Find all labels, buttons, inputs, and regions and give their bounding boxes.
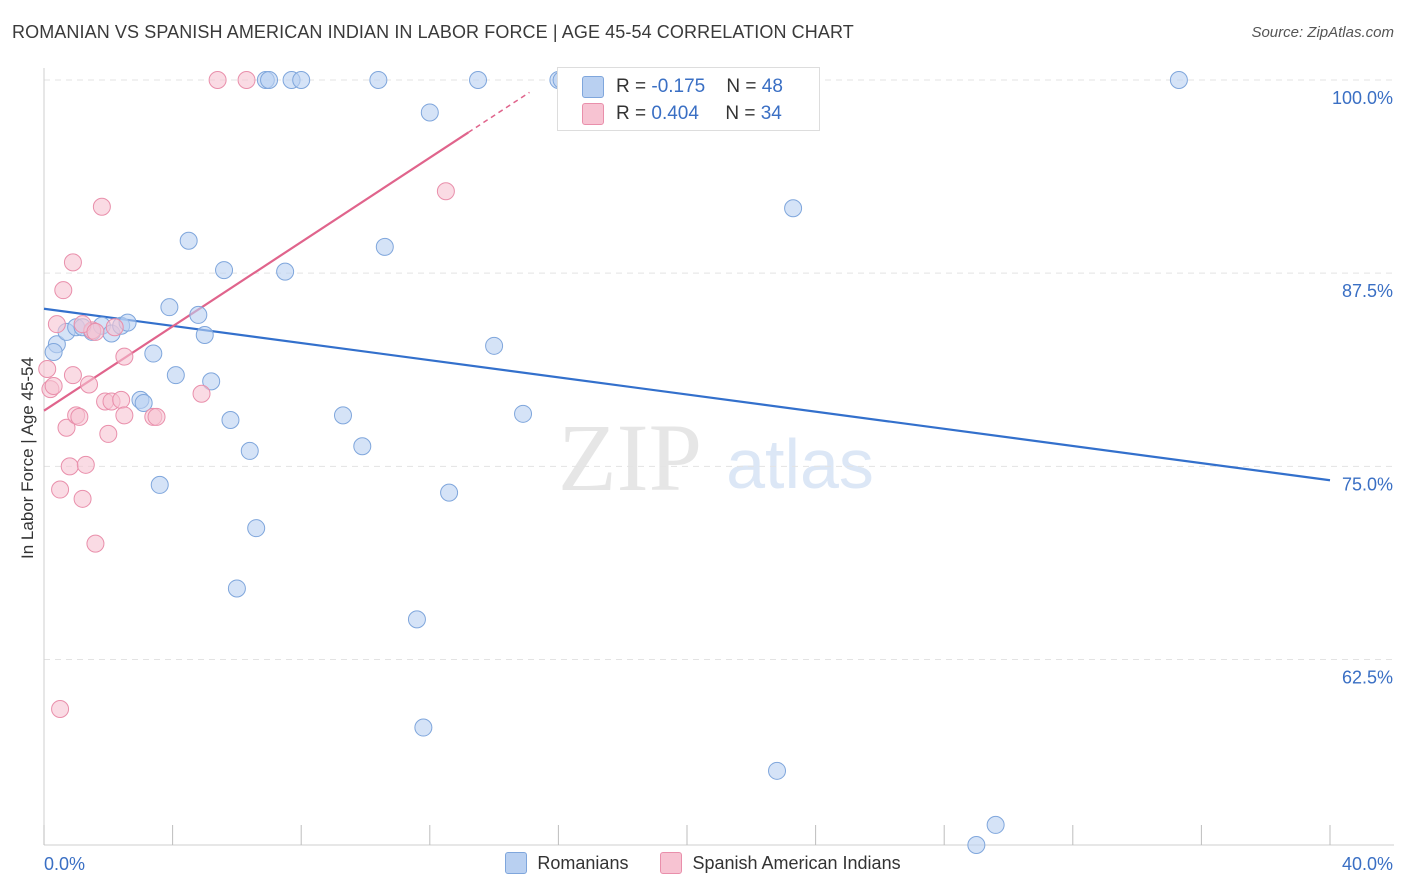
romanians-point [514, 404, 533, 423]
romanians-point [195, 326, 214, 344]
spanish-american-indians-point [47, 315, 66, 334]
romanians-point [44, 343, 63, 361]
romanians-point [1169, 71, 1188, 89]
spanish-american-indians-point [115, 347, 134, 366]
tick-labels: 100.0% 87.5% 75.0% 62.5% 0.0% 40.0% [44, 88, 1393, 874]
romanians-point [353, 437, 372, 456]
romanians-point [369, 71, 388, 89]
spanish-american-indians-point [237, 71, 256, 89]
spanish-american-indians-trend-extension [467, 91, 530, 134]
stats-text: R = 0.404 N = 34 [616, 103, 782, 124]
spanish-american-indians-point [76, 455, 95, 474]
watermark: ZIP atlas [558, 404, 874, 511]
spanish-american-indians-point [86, 322, 105, 341]
romanians-point [179, 231, 198, 250]
spanish-american-indians-point [208, 71, 227, 89]
spanish-american-indians-point [70, 407, 89, 426]
spanish-american-indians-point [63, 366, 82, 385]
y-tick-label: 87.5% [1342, 281, 1393, 301]
spanish-american-indians-trend-line [43, 131, 469, 412]
romanians-point [247, 519, 266, 538]
trend-lines [43, 91, 1331, 482]
romanians-point [440, 483, 459, 502]
axes [43, 68, 1394, 846]
romanians-point [469, 71, 488, 89]
x-tick-label: 40.0% [1342, 854, 1393, 874]
spanish-american-indians-point [51, 480, 70, 499]
romanians-swatch [582, 76, 604, 98]
stats-row-romanians: R = -0.175 N = 48 [582, 76, 783, 98]
romanians-point [485, 336, 504, 355]
spanish-american-indians-legend-swatch [660, 852, 683, 874]
romanians-point [221, 411, 240, 429]
x-tick-label: 0.0% [44, 854, 85, 874]
romanians-point [160, 298, 179, 317]
watermark-zip: ZIP [558, 404, 702, 511]
romanians-point [333, 406, 352, 425]
stats-text: R = -0.175 N = 48 [616, 76, 783, 97]
stats-row-spanish-american-indians: R = 0.404 N = 34 [582, 103, 782, 125]
legend: Romanians Spanish American Indians [0, 852, 1406, 874]
grid-lines [44, 79, 1394, 661]
spanish-american-indians-point [86, 534, 105, 553]
romanians-point [202, 372, 221, 391]
spanish-american-indians-point [92, 197, 111, 216]
romanians-point [407, 610, 426, 629]
romanians-point [967, 836, 986, 854]
legend-item-romanians[interactable]: Romanians [505, 852, 628, 874]
spanish-american-indians-point [44, 377, 63, 395]
romanians-point [215, 261, 234, 280]
spanish-american-indians-point [115, 406, 134, 425]
spanish-american-indians-point [99, 424, 118, 443]
romanians-point [276, 262, 295, 281]
romanians-point [414, 718, 433, 737]
legend-item-spanish-american-indians[interactable]: Spanish American Indians [660, 852, 901, 874]
romanians-point [227, 579, 246, 598]
romanians-trend-line [43, 307, 1331, 482]
romanians-point [240, 441, 259, 460]
spanish-american-indians-point [147, 407, 166, 426]
spanish-american-indians-point [112, 390, 131, 409]
stats-legend: R = -0.175 N = 48 R = 0.404 N = 34 [557, 67, 820, 131]
romanians-point [420, 103, 439, 122]
y-axis-label: In Labor Force | Age 45-54 [18, 357, 37, 559]
romanians-point [986, 815, 1005, 834]
romanians-point [768, 761, 787, 780]
data-points [38, 71, 1188, 854]
chart-title: ROMANIAN VS SPANISH AMERICAN INDIAN IN L… [12, 22, 854, 42]
spanish-american-indians-point [38, 360, 57, 378]
romanians-point [144, 344, 163, 363]
legend-label-spanish-american-indians: Spanish American Indians [692, 852, 901, 873]
spanish-american-indians-swatch [582, 103, 604, 125]
spanish-american-indians-point [192, 384, 211, 403]
romanians-point [150, 475, 169, 494]
spanish-american-indians-point [80, 375, 99, 394]
romanians-point [292, 71, 311, 89]
spanish-american-indians-point [57, 418, 76, 437]
spanish-american-indians-point [63, 253, 82, 272]
romanians-point [784, 199, 803, 218]
spanish-american-indians-point [51, 700, 70, 718]
source-label: Source: ZipAtlas.com [1251, 24, 1394, 41]
romanians-point [189, 305, 208, 324]
spanish-american-indians-point [54, 281, 73, 300]
spanish-american-indians-point [60, 457, 79, 476]
spanish-american-indians-point [436, 182, 455, 201]
romanians-point [260, 71, 279, 89]
romanians-point [375, 237, 394, 256]
romanians-point [134, 394, 153, 412]
y-tick-label: 100.0% [1332, 88, 1393, 108]
spanish-american-indians-point [73, 489, 92, 508]
romanians-point [166, 366, 185, 385]
y-tick-label: 75.0% [1342, 474, 1393, 494]
spanish-american-indians-point [105, 318, 124, 337]
romanians-legend-swatch [505, 852, 528, 874]
y-tick-label: 62.5% [1342, 668, 1393, 688]
legend-label-romanians: Romanians [537, 852, 629, 873]
watermark-atlas: atlas [726, 425, 874, 503]
